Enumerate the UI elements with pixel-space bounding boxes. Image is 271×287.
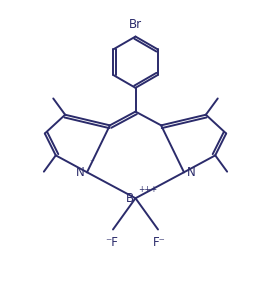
Text: N: N: [186, 166, 195, 179]
Text: ⁻F: ⁻F: [105, 236, 118, 249]
Text: ⁻: ⁻: [89, 159, 94, 168]
Text: N: N: [76, 166, 85, 179]
Text: F⁻: F⁻: [153, 236, 166, 249]
Text: Br: Br: [129, 18, 142, 31]
Text: +++: +++: [138, 185, 157, 194]
Text: B: B: [126, 192, 134, 205]
